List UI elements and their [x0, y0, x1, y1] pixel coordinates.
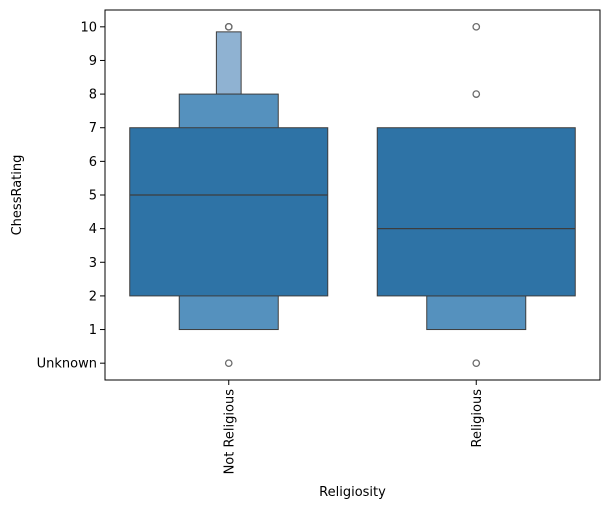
outlier-point — [224, 22, 233, 31]
x-axis: Not Religious Religious — [222, 380, 485, 474]
outlier-point — [472, 90, 481, 98]
plot-area — [129, 22, 576, 368]
y-tick-label: 5 — [89, 189, 97, 204]
y-tick-label: 3 — [89, 256, 97, 271]
box-level-3 — [215, 31, 242, 95]
outlier-point — [224, 359, 233, 368]
x-tick-label: Not Religious — [222, 389, 237, 475]
outlier-point — [472, 22, 481, 31]
y-axis: Unknown 1 2 3 4 5 6 7 8 9 10 — [37, 20, 105, 372]
box-group — [376, 22, 576, 368]
y-tick-label: 9 — [89, 54, 97, 69]
box-level-2 — [426, 295, 527, 331]
y-tick-label: 10 — [80, 20, 97, 35]
outlier-point — [472, 359, 481, 368]
y-axis-label: ChessRating — [10, 155, 25, 236]
y-tick-label: 4 — [89, 222, 97, 237]
y-tick-label: 6 — [89, 155, 97, 170]
y-tick-label: Unknown — [37, 357, 97, 372]
x-tick-label: Religious — [470, 389, 485, 448]
x-axis-label: Religiosity — [319, 485, 386, 500]
box-level-1 — [129, 127, 329, 297]
y-tick-label: 7 — [89, 121, 97, 136]
box-level-1 — [376, 127, 576, 297]
box-group — [129, 22, 329, 368]
y-tick-label: 8 — [89, 88, 97, 103]
y-tick-label: 2 — [89, 289, 97, 304]
y-tick-label: 1 — [89, 323, 97, 338]
